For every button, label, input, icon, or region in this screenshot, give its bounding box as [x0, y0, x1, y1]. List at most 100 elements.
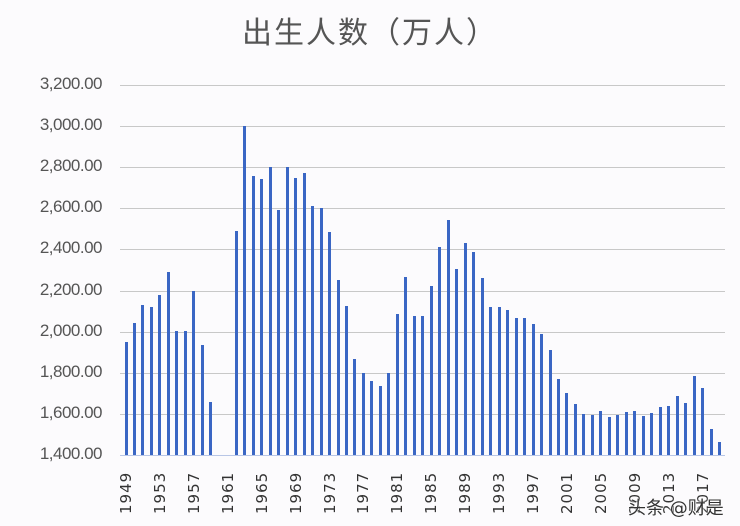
bar-1992	[489, 307, 493, 455]
bar-2005	[599, 410, 603, 455]
x-tick-label: 1997	[524, 471, 543, 514]
bar-2008	[624, 411, 628, 455]
gridline	[120, 208, 725, 210]
bar-1988	[455, 268, 459, 455]
bar-2015	[684, 402, 688, 455]
x-tick-label: 1985	[422, 471, 441, 514]
x-tick-label: 2001	[557, 471, 576, 514]
bar-1965	[260, 178, 264, 455]
x-tick-label: 1981	[388, 471, 407, 514]
x-tick-label: 1957	[184, 471, 203, 514]
bar-2017	[701, 388, 705, 455]
bar-1983	[412, 316, 416, 455]
bar-2001	[565, 393, 569, 455]
bar-1997	[531, 324, 535, 455]
bar-1959	[209, 401, 213, 455]
x-tick-label: 1989	[456, 471, 475, 514]
bar-1969	[294, 177, 298, 455]
bar-1951	[141, 305, 145, 455]
bar-1990	[472, 251, 476, 455]
gridline	[120, 85, 725, 86]
bar-1985	[429, 286, 433, 455]
bar-1963	[243, 126, 247, 455]
bar-1989	[463, 243, 467, 455]
bar-2019	[718, 441, 722, 455]
bar-2013	[667, 405, 671, 455]
x-tick-label: 1965	[252, 471, 271, 514]
bar-1982	[404, 277, 408, 455]
bar-2004	[590, 414, 594, 455]
y-tick-label: 1,800.00	[39, 361, 103, 381]
bar-2018	[709, 429, 713, 455]
y-tick-label: 2,200.00	[39, 279, 103, 299]
gridline	[120, 290, 725, 292]
bar-1998	[540, 333, 544, 455]
bar-1962	[234, 231, 238, 455]
bar-1987	[446, 219, 450, 455]
bar-2011	[650, 412, 654, 455]
bar-1950	[132, 323, 136, 455]
bar-2002	[573, 403, 577, 455]
bar-1996	[523, 318, 527, 455]
bar-1966	[268, 167, 272, 455]
bar-1968	[285, 167, 289, 455]
bar-2016	[692, 375, 696, 455]
bar-1977	[361, 372, 365, 455]
x-tick-label: 1993	[490, 471, 509, 514]
bar-1964	[251, 175, 255, 455]
bar-1980	[387, 372, 391, 455]
y-tick-label: 2,000.00	[39, 320, 103, 340]
bar-1949	[124, 341, 128, 455]
watermark: 头条 @财是	[628, 498, 724, 519]
x-tick-label: 2005	[591, 471, 610, 514]
chart-title: 出生人数（万人）	[242, 16, 498, 51]
bar-1953	[158, 294, 162, 455]
bar-1993	[497, 307, 501, 455]
gridline	[120, 167, 725, 169]
bar-1976	[353, 359, 357, 455]
bar-1955	[175, 330, 179, 455]
bar-1973	[328, 231, 332, 455]
y-tick-label: 2,800.00	[39, 156, 103, 176]
bar-1974	[336, 280, 340, 455]
x-tick-label: 1961	[218, 471, 237, 514]
bar-2006	[607, 416, 611, 455]
x-tick-label: 1953	[150, 471, 169, 514]
x-axis-line	[120, 455, 725, 456]
bar-1954	[166, 272, 170, 455]
bar-1999	[548, 350, 552, 455]
bar-1972	[319, 208, 323, 455]
y-tick-label: 3,000.00	[39, 115, 103, 135]
bar-1981	[395, 314, 399, 455]
bar-1958	[200, 345, 204, 455]
bar-1994	[506, 310, 510, 455]
bar-1979	[378, 386, 382, 455]
bar-1956	[183, 330, 187, 455]
bar-1967	[277, 210, 281, 455]
bar-1971	[311, 206, 315, 455]
x-tick-label: 1949	[117, 471, 135, 514]
bar-1970	[302, 173, 306, 455]
bar-2009	[633, 410, 637, 455]
plot-area	[120, 85, 725, 455]
bar-2007	[616, 414, 620, 455]
bar-1991	[480, 278, 484, 455]
bar-1978	[370, 381, 374, 455]
bar-2000	[556, 378, 560, 455]
bar-1995	[514, 318, 518, 455]
x-tick-label: 1969	[286, 471, 305, 514]
bar-2010	[641, 415, 645, 455]
bar-1986	[438, 247, 442, 455]
gridline	[120, 126, 725, 128]
y-tick-label: 2,400.00	[39, 238, 103, 258]
y-tick-label: 3,200.00	[39, 74, 103, 93]
bar-1952	[149, 307, 153, 455]
bar-1957	[192, 290, 196, 455]
gridline	[120, 249, 725, 251]
y-tick-label: 1,600.00	[39, 402, 103, 422]
x-tick-label: 1977	[354, 471, 373, 514]
x-tick-label: 1973	[320, 471, 339, 514]
bar-2014	[675, 396, 679, 455]
y-tick-label: 1,400.00	[39, 444, 103, 463]
bar-2012	[658, 406, 662, 455]
